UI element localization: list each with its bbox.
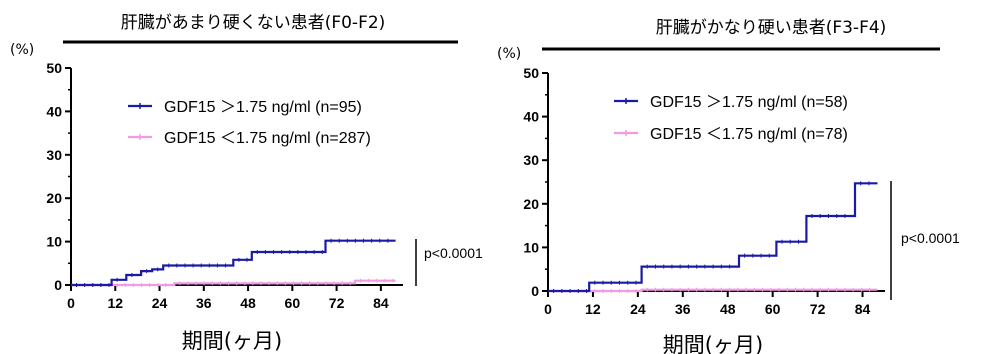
x-tick-label: 72 bbox=[329, 295, 345, 311]
chart-panel-1: 肝臓があまり硬くない患者(F0-F2) (%) 0 10 20 30 40 50 0 12 24 36… bbox=[10, 13, 483, 353]
x-tick-label: 0 bbox=[67, 295, 75, 311]
x-axis-label: 期間(ヶ月) bbox=[182, 329, 282, 353]
legend-label: GDF15 ＞1.75 ng/ml (n=58) bbox=[650, 94, 848, 111]
y-tick-label: 0 bbox=[531, 283, 539, 299]
y-tick-label: 40 bbox=[523, 109, 539, 125]
x-tick-label: 36 bbox=[196, 295, 212, 311]
y-tick-label: 50 bbox=[523, 65, 539, 81]
chart-title: 肝臓がかなり硬い患者(F3-F4) bbox=[656, 18, 887, 38]
series-line-2 bbox=[71, 279, 396, 287]
p-value-label: p<0.0001 bbox=[901, 230, 960, 246]
x-axis-label: 期間(ヶ月) bbox=[663, 333, 763, 354]
y-tick-label: 50 bbox=[46, 60, 62, 76]
x-tick-label: 24 bbox=[152, 295, 168, 311]
x-tick-label: 24 bbox=[630, 301, 646, 317]
chart-title: 肝臓があまり硬くない患者(F0-F2) bbox=[121, 13, 386, 33]
x-tick-label: 12 bbox=[107, 295, 123, 311]
x-tick-label: 0 bbox=[544, 301, 552, 317]
x-tick-label: 12 bbox=[585, 301, 601, 317]
y-tick-label: 10 bbox=[523, 239, 539, 255]
y-tick-label: 30 bbox=[523, 152, 539, 168]
series-line-1 bbox=[71, 239, 396, 287]
x-tick-label: 84 bbox=[373, 295, 389, 311]
x-tick-label: 36 bbox=[675, 301, 691, 317]
x-tick-label: 48 bbox=[240, 295, 256, 311]
y-tick-label: 0 bbox=[54, 277, 62, 293]
x-tick-label: 60 bbox=[285, 295, 301, 311]
legend-label: GDF15 ＜1.75 ng/ml (n=287) bbox=[164, 130, 371, 147]
x-tick-label: 60 bbox=[765, 301, 781, 317]
y-tick-label: 20 bbox=[46, 190, 62, 206]
chart-panel-2: 肝臓がかなり硬い患者(F3-F4) (%) 0 10 20 30 40 50 0 12 24 36 48… bbox=[497, 18, 960, 354]
y-tick-label: 30 bbox=[46, 147, 62, 163]
legend-label: GDF15 ＞1.75 ng/ml (n=95) bbox=[164, 99, 362, 116]
x-tick-label: 84 bbox=[855, 301, 871, 317]
y-tick-label: 20 bbox=[523, 196, 539, 212]
series-line-1 bbox=[548, 182, 878, 293]
p-value-label: p<0.0001 bbox=[424, 245, 483, 261]
y-axis-unit: (%) bbox=[10, 42, 34, 58]
y-tick-label: 10 bbox=[46, 234, 62, 250]
y-axis-unit: (%) bbox=[497, 46, 521, 62]
y-tick-label: 40 bbox=[46, 103, 62, 119]
x-tick-label: 48 bbox=[720, 301, 736, 317]
legend-label: GDF15 ＜1.75 ng/ml (n=78) bbox=[650, 126, 848, 143]
x-tick-label: 72 bbox=[810, 301, 826, 317]
